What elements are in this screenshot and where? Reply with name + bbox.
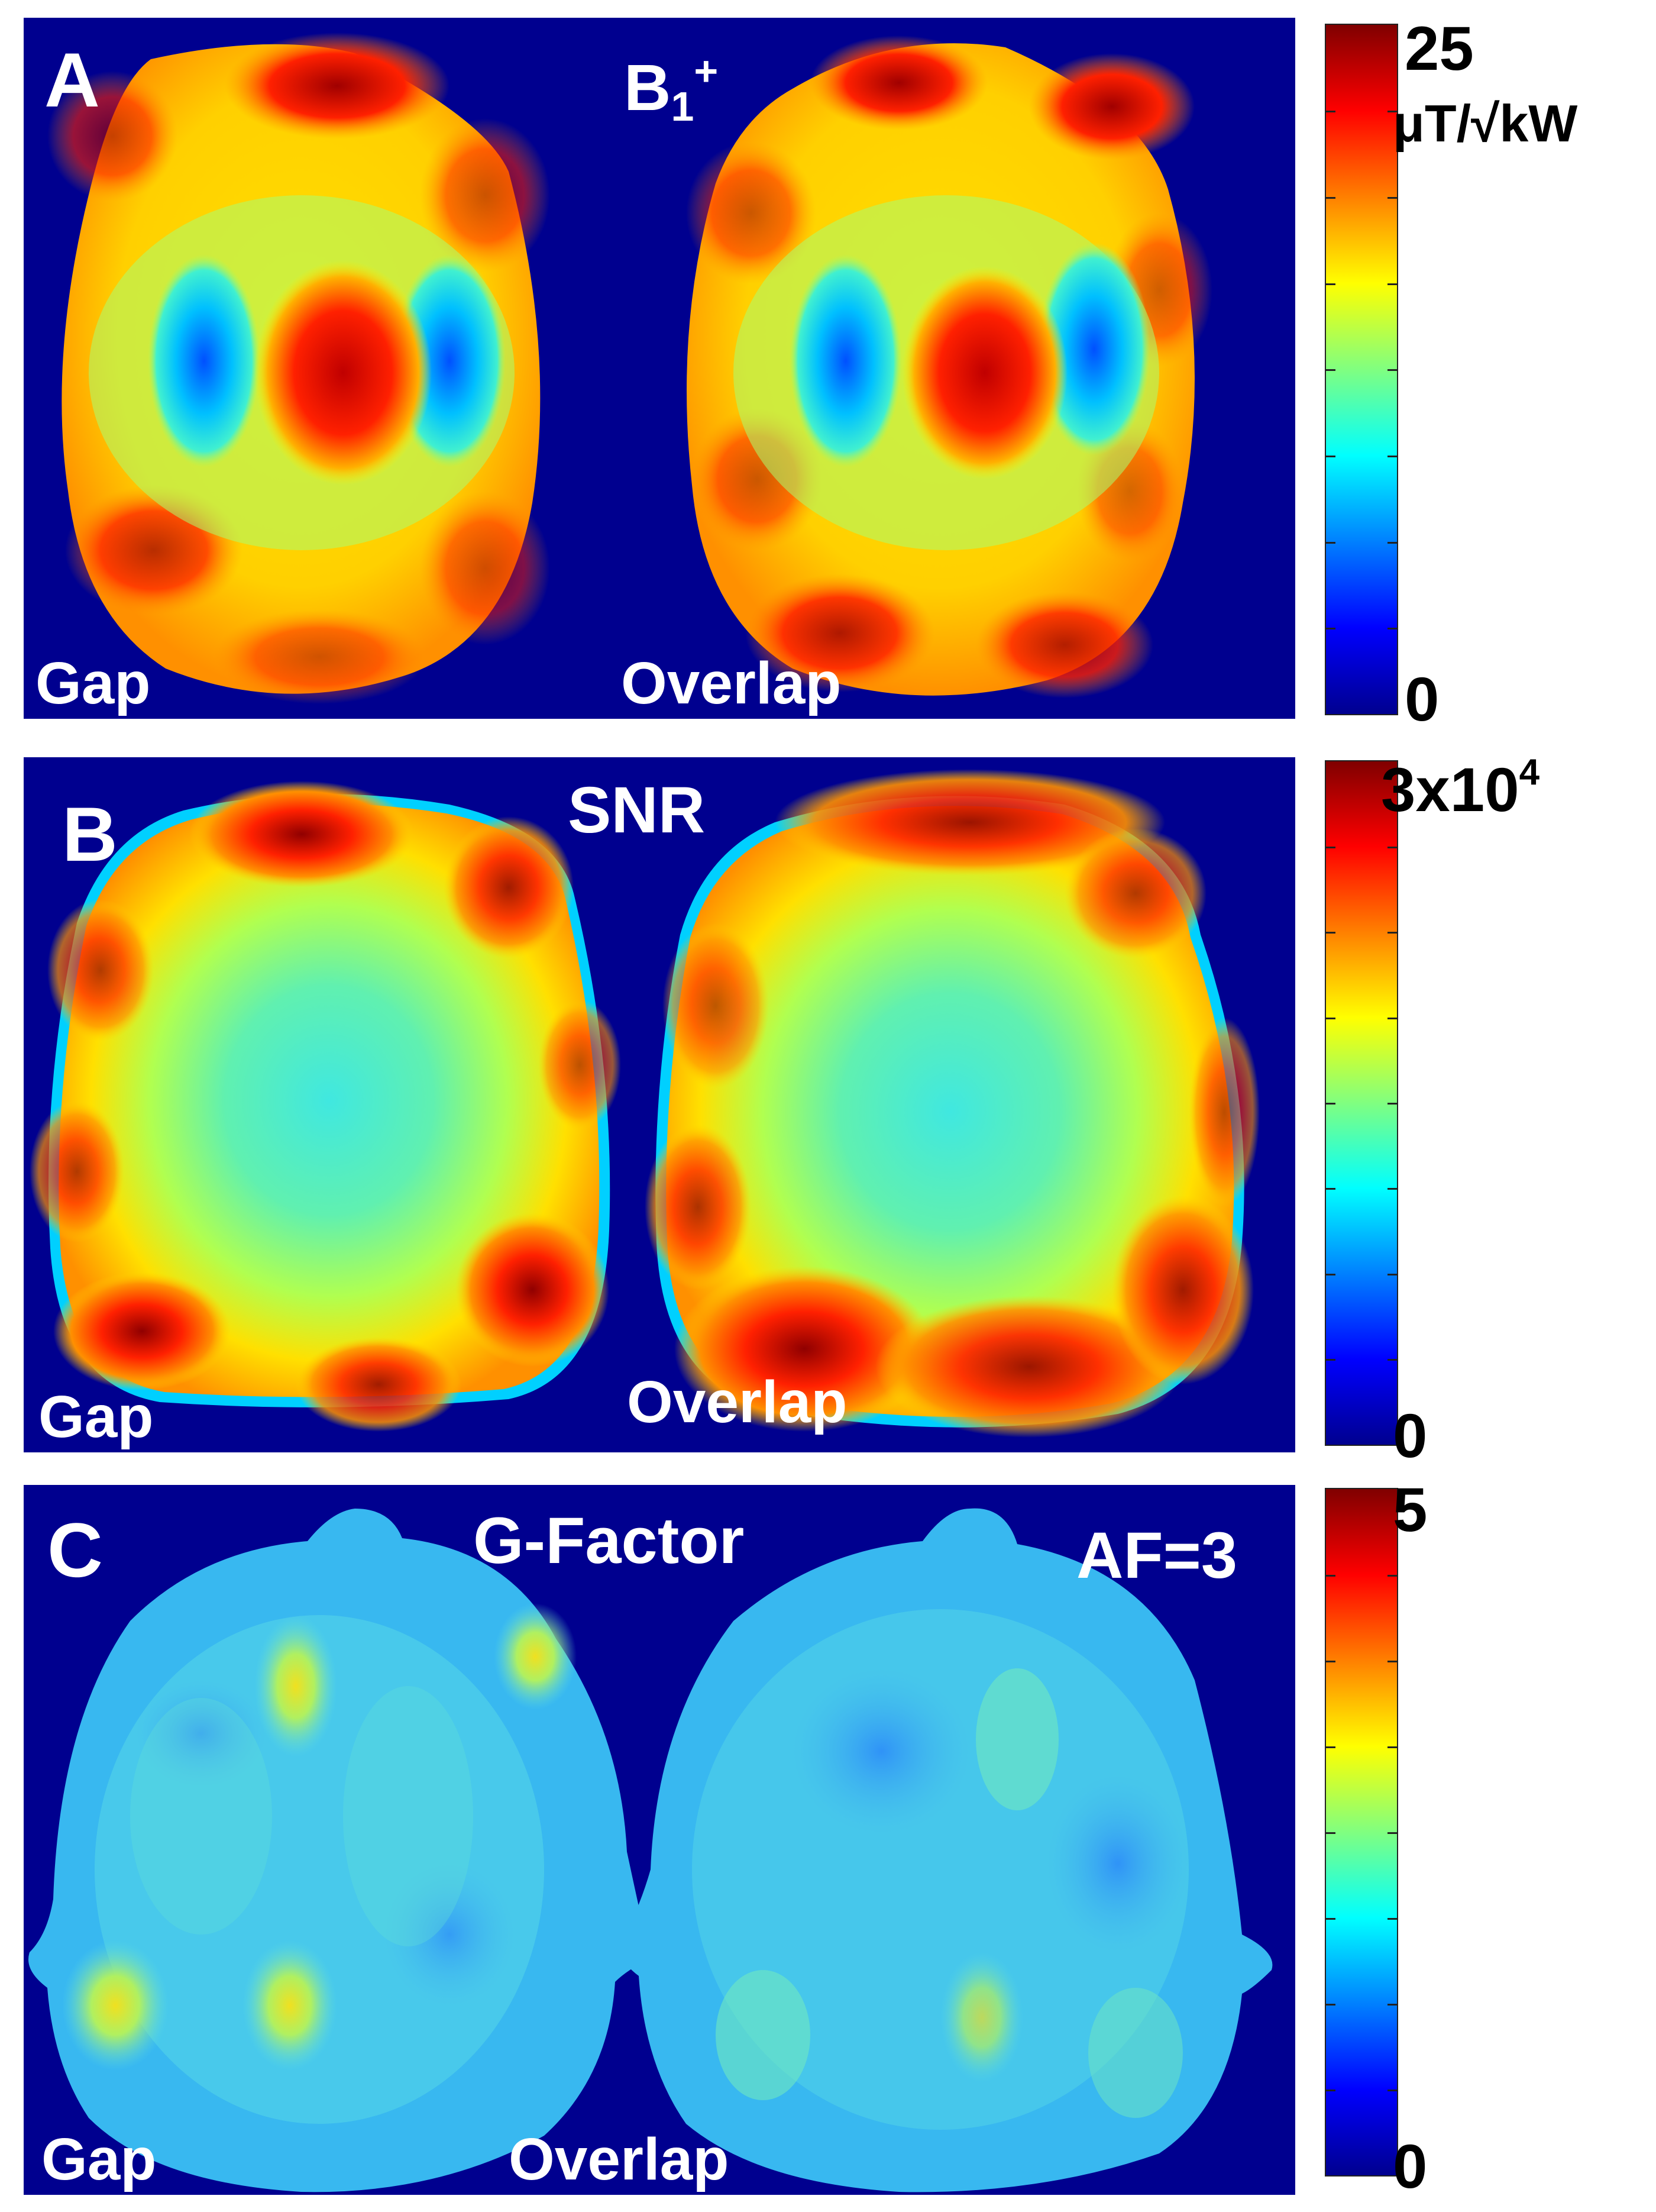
b1-field-maps (47, 33, 1212, 704)
panel-a-gap-label: Gap (35, 650, 151, 716)
b1-title-sub: 1 (671, 83, 694, 130)
panel-b-letter: B (62, 791, 118, 877)
panel-c-af-label: AF=3 (1076, 1519, 1238, 1592)
colorbar-b (1325, 760, 1398, 1446)
colorbar-a-max: 25 (1405, 14, 1474, 83)
panel-c-letter: C (47, 1507, 103, 1593)
snr-gap-map (30, 781, 621, 1432)
gfactor-overlap-map (620, 1508, 1273, 2192)
b1-title-base: B (624, 51, 671, 124)
panel-b-snr-map: B SNR Gap Overlap (24, 757, 1295, 1452)
panel-a-overlap-label: Overlap (621, 650, 842, 716)
snr-maps (30, 769, 1260, 1438)
panel-c-gfactor-map: C G-Factor AF=3 Gap Overlap (24, 1485, 1295, 2195)
gfactor-maps (28, 1508, 1273, 2192)
colorbar-a-min: 0 (1405, 665, 1440, 734)
b1-title-sup: + (694, 48, 719, 94)
colorbar-a (1325, 24, 1398, 715)
panel-c-gap-label: Gap (41, 2126, 157, 2192)
colorbar-a-unit: μT/√kW (1393, 94, 1578, 153)
b1-gap-map (47, 33, 550, 704)
colorbar-b-min: 0 (1393, 1402, 1428, 1471)
panel-c-overlap-label: Overlap (509, 2126, 729, 2192)
colorbar-c-min: 0 (1393, 2132, 1428, 2201)
colorbar-c-max: 5 (1393, 1475, 1428, 1545)
colorbar-c (1325, 1488, 1398, 2177)
panel-b-overlap-label: Overlap (627, 1369, 848, 1435)
panel-a-b1-map: A B1+ Gap Overlap (24, 18, 1295, 719)
b1-overlap-map (686, 35, 1212, 698)
panel-a-letter: A (44, 37, 100, 123)
panel-c-title: G-Factor (473, 1504, 745, 1577)
colorbar-b-max: 3x104 (1381, 752, 1540, 822)
panel-a-title: B1+ (624, 50, 718, 127)
colorbar-b-max-base: 3x10 (1381, 755, 1519, 825)
panel-b-title: SNR (568, 774, 706, 847)
colorbar-b-max-exp: 4 (1519, 752, 1540, 793)
panel-b-gap-label: Gap (38, 1384, 154, 1450)
gfactor-gap-map (28, 1509, 651, 2192)
snr-overlap-map (645, 769, 1260, 1438)
